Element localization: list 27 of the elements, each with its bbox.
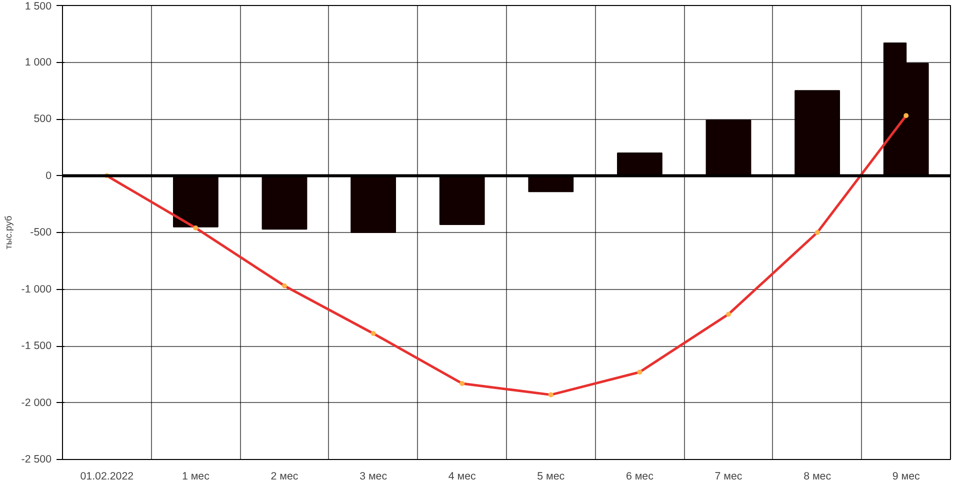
x-tick-label: 4 мес: [448, 470, 477, 482]
bar: [262, 175, 308, 230]
y-tick-label: 1 500: [24, 0, 52, 12]
y-tick-label: -500: [30, 226, 52, 238]
x-tick-label: 01.02.2022: [80, 470, 134, 482]
y-tick-label: -2 000: [21, 396, 52, 409]
bar: [173, 175, 218, 228]
x-tick-label: 3 мес: [360, 470, 388, 482]
y-tick-label: -1 500: [21, 340, 52, 352]
bar: [617, 152, 662, 176]
y-tick-label: 1 000: [24, 56, 52, 68]
bar: [350, 175, 396, 233]
x-tick-label: 8 мес: [804, 470, 832, 482]
y-tick-label: -1 000: [21, 283, 52, 296]
bar: [794, 90, 840, 176]
x-tick-label: 5 мес: [537, 470, 566, 482]
y-tick-label: 500: [34, 113, 52, 125]
x-tick-label: 2 мес: [270, 470, 299, 482]
y-tick-label: -2 500: [21, 454, 52, 466]
x-tick-label: 9 мес: [892, 470, 921, 482]
x-tick-label: 7 мес: [714, 470, 743, 482]
y-axis-title: тыс.руб: [3, 216, 14, 250]
x-tick-label: 6 мес: [626, 470, 654, 482]
bar: [706, 120, 752, 176]
bar: [439, 175, 485, 226]
y-tick-label: 0: [46, 170, 52, 182]
x-tick-label: 1 мес: [182, 470, 210, 482]
